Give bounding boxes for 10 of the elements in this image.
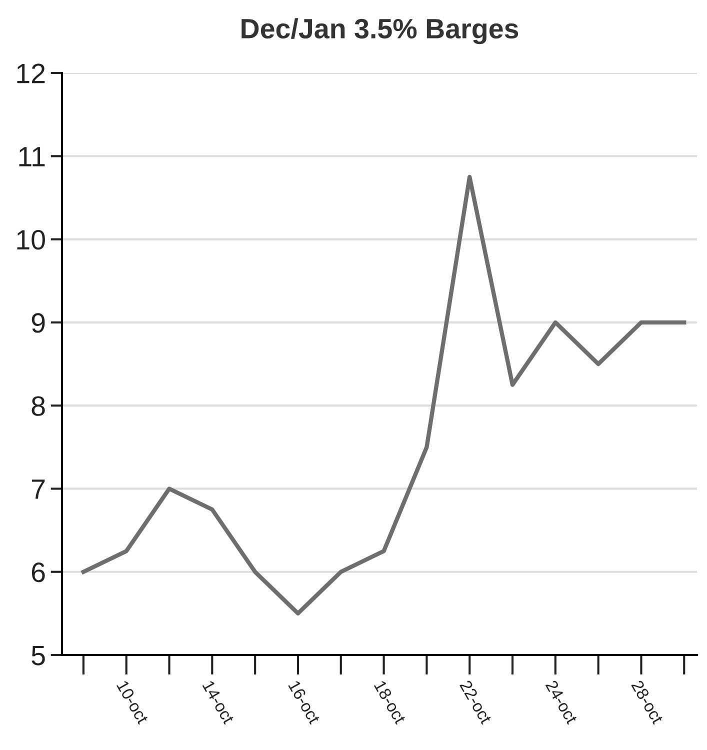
y-tick-label: 8 <box>32 396 45 416</box>
chart-title: Dec/Jan 3.5% Barges <box>242 18 518 44</box>
y-tick-label: 10 <box>17 230 45 250</box>
y-tick-label: 6 <box>32 562 45 582</box>
y-tick-label: 12 <box>17 64 45 84</box>
line-series <box>81 174 686 616</box>
y-tick-label: 9 <box>32 313 45 333</box>
y-tick-label: 7 <box>32 480 45 499</box>
y-tick-label: 11 <box>19 147 45 166</box>
y-tick-label: 5 <box>32 646 45 666</box>
